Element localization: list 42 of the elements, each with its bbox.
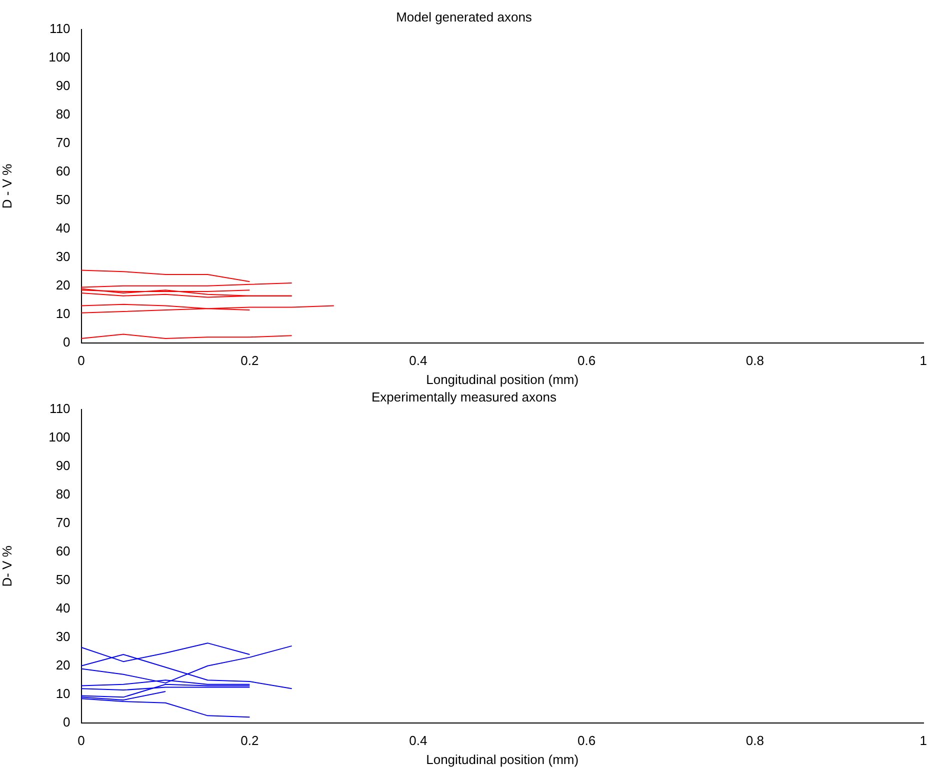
y-tick-label: 0 — [63, 334, 70, 350]
x-tick-label: 0.6 — [578, 733, 596, 748]
y-tick-label: 70 — [56, 135, 70, 150]
y-tick-label: 30 — [56, 628, 70, 644]
x-tick-label: 1 — [920, 733, 927, 748]
y-axis-title: D - V % — [0, 163, 14, 209]
y-tick-label: 40 — [56, 600, 70, 616]
x-tick-label: 1 — [920, 353, 927, 368]
y-tick-label: 50 — [56, 572, 70, 588]
y-tick-label: 20 — [56, 277, 70, 292]
y-tick-label: 100 — [48, 430, 70, 445]
y-tick-label: 50 — [56, 192, 70, 208]
y-tick-label: 100 — [48, 50, 70, 65]
y-tick-label: 0 — [63, 714, 70, 730]
y-tick-label: 40 — [56, 220, 70, 236]
x-tick-label: 0.8 — [746, 733, 764, 748]
x-tick-label: 0.2 — [240, 353, 259, 368]
y-axis-title: D- V % — [0, 545, 14, 587]
x-axis-title: Longitudinal position (mm) — [426, 372, 579, 387]
y-tick-label: 10 — [56, 306, 70, 321]
x-tick-label: 0 — [78, 353, 85, 368]
y-tick-label: 20 — [56, 657, 70, 672]
y-tick-label: 70 — [56, 515, 70, 530]
x-tick-label: 0 — [78, 733, 85, 748]
x-axis-title: Longitudinal position (mm) — [426, 752, 579, 767]
x-tick-label: 0.8 — [746, 353, 764, 368]
y-tick-label: 80 — [56, 106, 70, 122]
y-tick-label: 110 — [50, 401, 70, 416]
y-tick-label: 90 — [56, 458, 70, 474]
x-tick-label: 0.4 — [409, 733, 428, 748]
y-tick-label: 90 — [56, 78, 70, 94]
y-tick-label: 60 — [56, 544, 70, 559]
chart-title: Experimentally measured axons — [372, 389, 557, 404]
y-tick-label: 60 — [56, 164, 70, 179]
y-tick-label: 10 — [56, 686, 70, 701]
y-tick-label: 110 — [50, 21, 70, 36]
chart-title: Model generated axons — [396, 9, 532, 24]
x-tick-label: 0.4 — [409, 353, 428, 368]
x-tick-label: 0.6 — [578, 353, 596, 368]
y-tick-label: 80 — [56, 486, 70, 502]
y-tick-label: 30 — [56, 248, 70, 264]
x-tick-label: 0.2 — [240, 733, 259, 748]
